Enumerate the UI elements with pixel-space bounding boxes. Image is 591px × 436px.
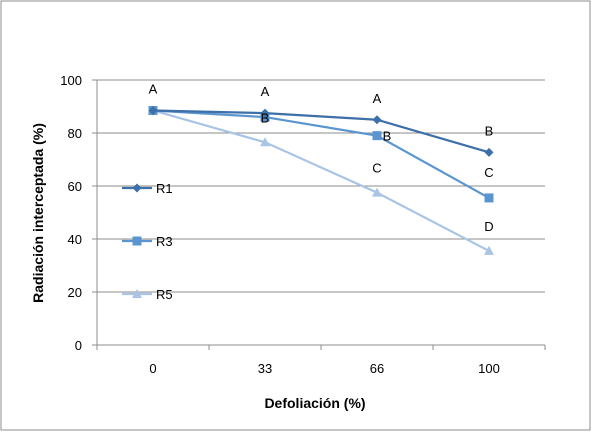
data-point-r1 — [148, 105, 158, 115]
data-point-r1 — [260, 108, 270, 118]
data-point-r3 — [484, 193, 494, 203]
significance-label-r5: C — [372, 161, 381, 176]
legend-item-r3: R3 — [122, 234, 173, 249]
x-tick-label: 0 — [149, 361, 156, 376]
axes: 0 20 40 60 80 100 0 33 66 100 — [60, 73, 546, 376]
series-r1 — [148, 105, 494, 157]
significance-label-r1: A — [373, 91, 382, 106]
legend-item-r1: R1 — [122, 181, 173, 196]
y-tick-label: 20 — [68, 285, 82, 300]
significance-label-r3: C — [484, 165, 493, 180]
legend-label-r1: R1 — [156, 181, 173, 196]
series-line-r5 — [152, 109, 490, 252]
series-lines — [148, 105, 494, 255]
significance-label-r3: B — [383, 129, 392, 144]
legend-item-r5: R5 — [122, 287, 173, 302]
data-point-r5 — [372, 187, 382, 197]
legend-marker-r5 — [132, 289, 142, 298]
y-tick-label: 0 — [75, 338, 82, 353]
x-tick-label: 100 — [478, 361, 500, 376]
data-point-r1 — [484, 147, 494, 157]
legend-marker-r1 — [132, 183, 142, 193]
data-point-r5 — [260, 137, 270, 147]
data-point-r3 — [372, 131, 382, 141]
legend-label-r3: R3 — [156, 234, 173, 249]
y-tick-label: 80 — [68, 126, 82, 141]
legend-marker-r3 — [132, 236, 142, 246]
y-tick-label: 100 — [60, 73, 82, 88]
data-point-r5 — [484, 245, 494, 255]
x-axis-title: Defoliación (%) — [264, 395, 365, 411]
significance-label-r5: B — [261, 110, 270, 125]
x-tick-label: 66 — [370, 361, 384, 376]
legend: R1 R3 R5 — [122, 181, 173, 302]
gridlines — [97, 79, 545, 293]
y-tick-label: 60 — [68, 179, 82, 194]
data-point-r1 — [372, 115, 382, 125]
x-tick-label: 33 — [258, 361, 272, 376]
series-line-r1 — [152, 109, 490, 154]
series-line-r3 — [152, 109, 490, 199]
significance-label-r5: D — [484, 219, 493, 234]
y-axis-title: Radiación interceptada (%) — [30, 123, 46, 303]
significance-label-r1: A — [261, 84, 270, 99]
legend-label-r5: R5 — [156, 287, 173, 302]
y-tick-label: 40 — [68, 232, 82, 247]
significance-label-r1: B — [485, 123, 494, 138]
significance-label-r1: A — [149, 81, 158, 96]
